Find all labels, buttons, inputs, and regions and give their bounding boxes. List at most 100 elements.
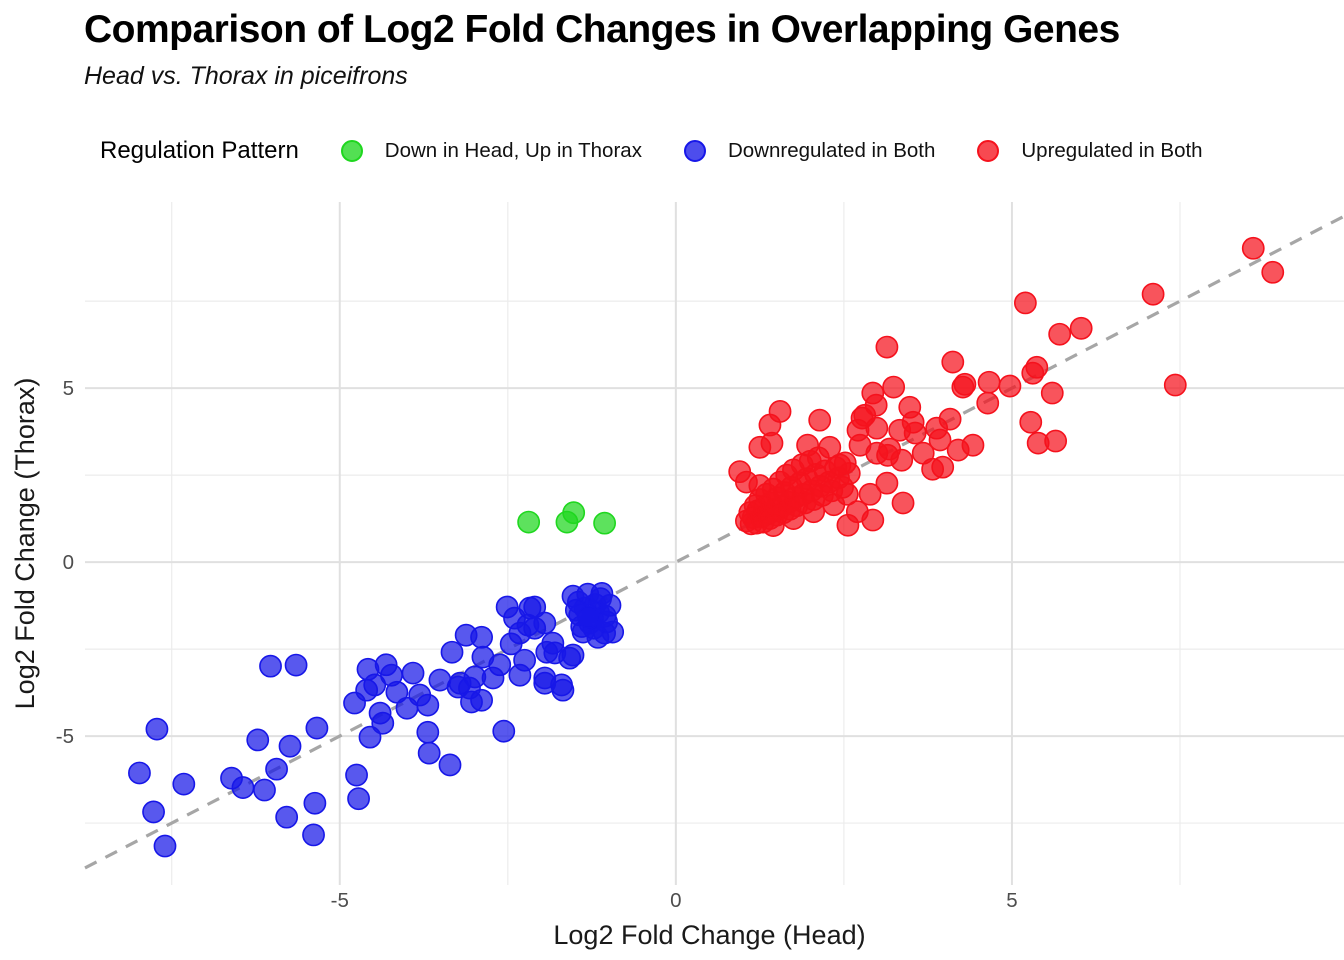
- y-tick-label: 5: [63, 377, 74, 400]
- data-point: [416, 693, 440, 717]
- data-point: [438, 753, 462, 777]
- data-point: [875, 471, 899, 495]
- data-point: [961, 433, 985, 457]
- data-point: [953, 372, 977, 396]
- data-point: [1013, 291, 1037, 315]
- data-point: [761, 514, 785, 537]
- data-point: [231, 776, 255, 799]
- data-point: [1048, 322, 1072, 346]
- data-point: [977, 370, 1001, 394]
- data-point: [1019, 410, 1043, 434]
- data-point: [561, 643, 585, 667]
- data-point: [998, 374, 1022, 398]
- legend-swatch-icon: [340, 140, 363, 162]
- data-point: [303, 791, 327, 815]
- legend: Regulation Pattern Down in Head, Up in T…: [100, 128, 1203, 174]
- legend-item: Upregulated in Both: [977, 139, 1203, 163]
- data-point: [735, 470, 758, 494]
- data-point: [517, 510, 541, 534]
- data-point: [882, 375, 906, 399]
- data-point: [928, 428, 952, 452]
- data-point: [253, 778, 276, 802]
- data-point: [347, 787, 370, 811]
- data-point: [562, 501, 586, 525]
- y-tick-label: 0: [63, 551, 74, 574]
- data-point: [345, 763, 368, 787]
- data-point: [302, 823, 325, 847]
- legend-item: Down in Head, Up in Thorax: [340, 139, 642, 163]
- legend-items: Down in Head, Up in Thorax Downregulated …: [340, 139, 1203, 163]
- data-point: [1241, 236, 1265, 260]
- data-point: [1069, 316, 1093, 340]
- data-point: [508, 663, 532, 687]
- data-point: [845, 500, 869, 524]
- identity-reference-line: [84, 214, 1344, 870]
- data-point: [492, 719, 516, 743]
- data-point: [802, 500, 826, 524]
- data-point: [488, 653, 512, 677]
- chart-title: Comparison of Log2 Fold Changes in Overl…: [84, 8, 1120, 51]
- data-point: [1141, 282, 1165, 306]
- data-point: [305, 716, 329, 740]
- data-point: [901, 410, 925, 434]
- data-point: [172, 772, 196, 796]
- data-point: [1040, 381, 1064, 405]
- data-point: [835, 482, 859, 506]
- data-point: [1044, 429, 1068, 453]
- data-point: [931, 455, 955, 479]
- data-point: [976, 391, 1000, 415]
- legend-item-label: Down in Head, Up in Thorax: [384, 139, 642, 162]
- data-point: [284, 653, 308, 677]
- legend-swatch-icon: [977, 140, 1000, 162]
- data-point: [533, 611, 557, 635]
- data-point: [850, 406, 874, 430]
- data-point: [828, 453, 852, 477]
- legend-item-label: Upregulated in Both: [1021, 139, 1203, 162]
- data-point: [593, 511, 616, 535]
- y-axis-title: Log2 Fold Change (Thorax): [10, 378, 40, 710]
- data-point: [858, 482, 882, 506]
- data-point: [598, 593, 622, 617]
- data-point: [440, 640, 464, 664]
- data-point: [259, 654, 282, 678]
- data-point: [246, 728, 270, 752]
- legend-item-label: Downregulated in Both: [727, 139, 936, 162]
- legend-swatch-icon: [683, 140, 706, 162]
- y-tick-label: -5: [56, 725, 74, 748]
- data-point: [938, 407, 962, 431]
- chart-subtitle: Head vs. Thorax in piceifrons: [84, 62, 408, 90]
- data-point: [891, 491, 915, 515]
- data-point: [401, 661, 425, 685]
- data-point: [818, 435, 842, 459]
- data-point: [1261, 260, 1285, 284]
- legend-title: Regulation Pattern: [100, 137, 299, 164]
- data-point: [1163, 373, 1187, 397]
- data-point: [145, 717, 169, 741]
- data-point: [142, 800, 165, 824]
- data-point: [551, 678, 575, 702]
- data-point: [796, 433, 819, 457]
- data-point: [470, 625, 493, 649]
- data-point: [782, 507, 805, 531]
- data-point: [470, 688, 493, 712]
- x-tick-label: 0: [670, 889, 681, 912]
- data-point: [768, 400, 792, 423]
- x-axis-title: Log2 Fold Change (Head): [553, 920, 865, 950]
- data-point: [153, 834, 177, 858]
- data-point: [275, 805, 299, 829]
- x-tick-label: 5: [1006, 889, 1017, 912]
- data-point: [417, 741, 441, 765]
- data-point: [385, 680, 409, 704]
- data-point: [577, 605, 600, 629]
- data-point: [875, 335, 899, 359]
- legend-item: Downregulated in Both: [683, 139, 936, 163]
- data-point: [358, 725, 382, 749]
- data-point: [876, 443, 899, 467]
- data-point: [416, 720, 440, 744]
- data-point: [1025, 355, 1049, 379]
- data-point: [128, 761, 151, 785]
- data-point: [265, 757, 288, 781]
- data-point: [371, 711, 395, 735]
